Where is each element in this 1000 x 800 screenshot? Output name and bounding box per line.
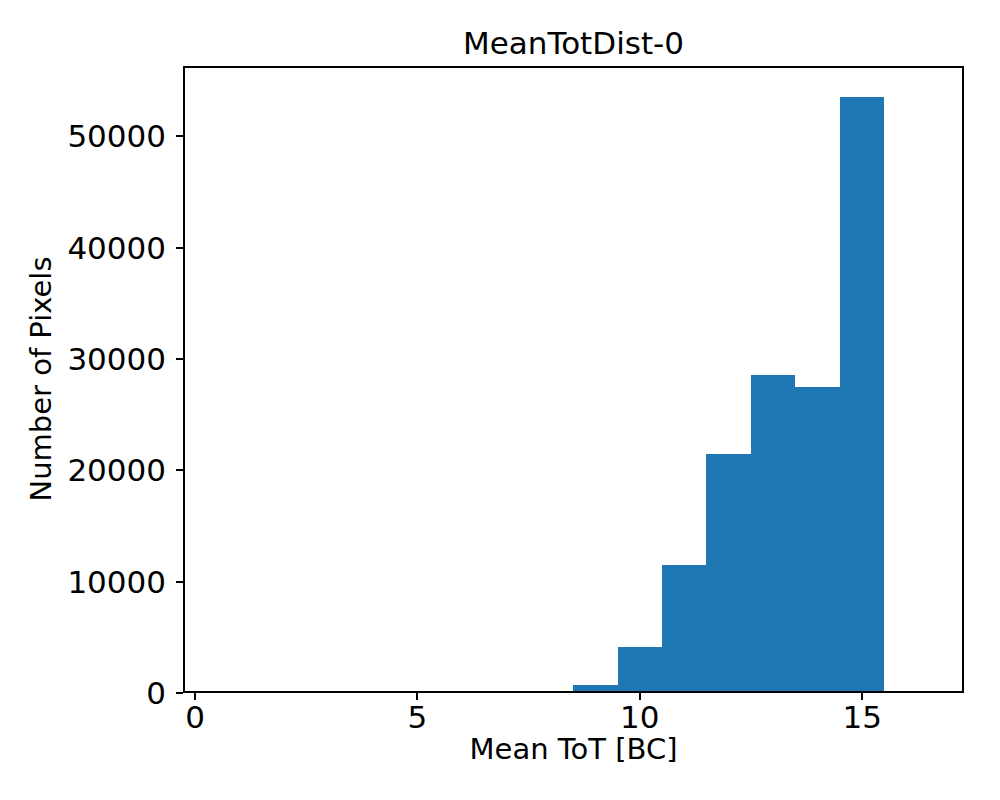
histogram-bar bbox=[573, 685, 617, 693]
y-tick-label: 50000 bbox=[61, 119, 166, 153]
y-tick-mark bbox=[176, 247, 183, 249]
y-tick-label: 20000 bbox=[61, 453, 166, 487]
x-tick-label: 10 bbox=[600, 700, 680, 734]
y-tick-mark bbox=[176, 581, 183, 583]
y-axis-label: Number of Pixels bbox=[25, 256, 57, 501]
y-tick-mark bbox=[176, 358, 183, 360]
chart-title: MeanTotDist-0 bbox=[183, 25, 964, 61]
y-tick-mark bbox=[176, 469, 183, 471]
y-tick-label: 30000 bbox=[61, 342, 166, 376]
histogram-bar bbox=[662, 565, 706, 693]
histogram-bar bbox=[751, 375, 795, 694]
y-tick-label: 0 bbox=[61, 676, 166, 710]
y-tick-mark bbox=[176, 135, 183, 137]
histogram-bar bbox=[795, 387, 839, 693]
x-tick-label: 15 bbox=[822, 700, 902, 734]
histogram-bar bbox=[529, 691, 573, 693]
histogram-bar bbox=[840, 97, 884, 693]
histogram-bar bbox=[618, 647, 662, 693]
y-tick-mark bbox=[176, 692, 183, 694]
x-tick-label: 5 bbox=[377, 700, 457, 734]
x-tick-mark bbox=[639, 693, 641, 700]
histogram-bar bbox=[706, 454, 750, 693]
x-axis-label: Mean ToT [BC] bbox=[183, 733, 964, 765]
figure: MeanTotDist-0 Number of Pixels Mean ToT … bbox=[0, 0, 1000, 800]
plot-area: 05101501000020000300004000050000 bbox=[183, 66, 964, 693]
x-tick-label: 0 bbox=[155, 700, 235, 734]
y-tick-label: 10000 bbox=[61, 565, 166, 599]
x-tick-mark bbox=[194, 693, 196, 700]
y-tick-label: 40000 bbox=[61, 231, 166, 265]
x-tick-mark bbox=[416, 693, 418, 700]
x-tick-mark bbox=[861, 693, 863, 700]
